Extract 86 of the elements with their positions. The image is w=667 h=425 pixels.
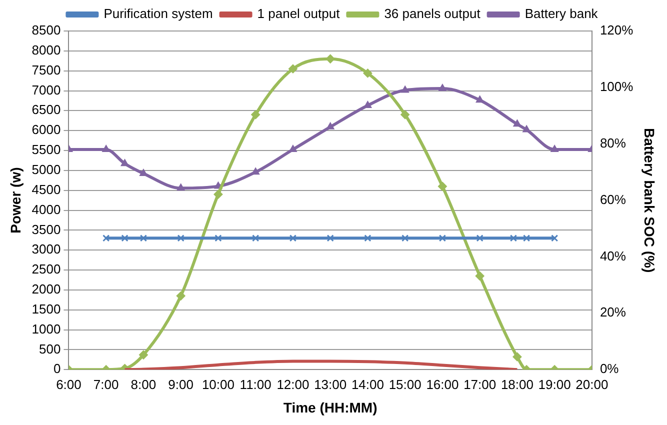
- point: [252, 168, 260, 175]
- y2-tick-label: 80%: [600, 135, 626, 150]
- point: [364, 234, 372, 242]
- y-tick-label: 2000: [32, 282, 61, 297]
- point: [252, 234, 260, 242]
- point: [214, 234, 222, 242]
- x-tick-label: 6:00: [56, 376, 82, 392]
- point: [476, 234, 484, 242]
- y-tick-label: 1500: [32, 301, 61, 316]
- point: [176, 291, 186, 300]
- y2-tick-label: 40%: [600, 248, 626, 264]
- x-tick-label: 9:00: [168, 376, 194, 392]
- point: [475, 271, 484, 280]
- point: [522, 234, 530, 242]
- y2-axis-title: Battery bank SOC (%): [642, 128, 658, 273]
- point: [289, 234, 297, 242]
- point: [401, 86, 410, 93]
- y-tick-label: 1000: [32, 321, 61, 336]
- y-tick-label: 6500: [32, 102, 61, 118]
- y-axis-title: Power (w): [7, 167, 24, 234]
- point: [102, 234, 110, 242]
- x-tick-label: 16:00: [426, 376, 459, 392]
- point: [326, 122, 334, 130]
- y-tick-label: 7000: [32, 82, 61, 98]
- point: [288, 64, 298, 74]
- x-tick-label: 7:00: [93, 376, 119, 392]
- x-tick-label: 18:00: [500, 376, 534, 392]
- x-tick-label: 8:00: [130, 376, 156, 392]
- point: [364, 100, 372, 108]
- y-tick-label: 3000: [32, 242, 61, 257]
- point: [438, 84, 446, 92]
- point: [476, 96, 484, 103]
- point: [177, 234, 184, 242]
- legend-label: 1 panel output: [257, 6, 340, 22]
- point: [438, 182, 447, 191]
- y2-tick-label: 100%: [600, 79, 634, 94]
- point: [140, 168, 148, 176]
- point: [512, 352, 522, 362]
- legend-label: Battery bank: [524, 6, 598, 22]
- point: [402, 234, 409, 242]
- point: [326, 234, 334, 242]
- x-tick-label: 11:00: [240, 376, 272, 392]
- y-tick-label: 4500: [32, 182, 61, 197]
- point: [522, 125, 531, 132]
- point: [513, 120, 522, 127]
- point: [138, 350, 148, 360]
- legend-label: 36 panels output: [384, 6, 481, 22]
- x-tick-label: 17:00: [464, 376, 496, 392]
- x-tick-label: 10:00: [202, 376, 234, 392]
- x-axis-title: Time (HH:MM): [283, 399, 378, 416]
- point: [121, 234, 128, 242]
- point: [289, 145, 297, 152]
- y-tick-label: 4000: [32, 202, 61, 217]
- y-tick-label: 6000: [32, 122, 61, 138]
- y-tick-label: 5000: [32, 162, 61, 177]
- x-tick-label: 13:00: [314, 376, 347, 392]
- x-tick-label: 19:00: [538, 376, 571, 392]
- point: [438, 234, 446, 242]
- y2-tick-label: 60%: [600, 192, 626, 207]
- y2-tick-label: 20%: [600, 304, 626, 320]
- y-tick-label: 2500: [32, 262, 61, 277]
- point: [363, 68, 372, 78]
- y-tick-label: 0: [53, 361, 61, 376]
- x-tick-label: 12:00: [276, 376, 310, 392]
- y-tick-label: 8000: [32, 42, 61, 58]
- point: [120, 159, 129, 166]
- point: [214, 190, 223, 199]
- point: [251, 110, 260, 120]
- point: [400, 110, 410, 120]
- y-tick-label: 7500: [32, 62, 61, 78]
- point: [140, 234, 148, 242]
- x-tick-label: 20:00: [576, 376, 608, 392]
- y2-tick-label: 120%: [600, 22, 634, 38]
- x-tick-label: 14:00: [351, 376, 384, 392]
- x-tick-label: 15:00: [388, 376, 422, 392]
- y-tick-label: 500: [39, 341, 61, 356]
- y-tick-label: 8500: [32, 22, 61, 38]
- point: [176, 184, 185, 191]
- y-tick-label: 5500: [32, 142, 61, 158]
- point: [510, 234, 518, 242]
- y-tick-label: 3500: [32, 222, 61, 237]
- legend-label: Purification system: [104, 6, 213, 22]
- point: [102, 145, 110, 152]
- y2-tick-label: 0%: [600, 361, 620, 376]
- point: [550, 145, 559, 152]
- point: [551, 234, 558, 242]
